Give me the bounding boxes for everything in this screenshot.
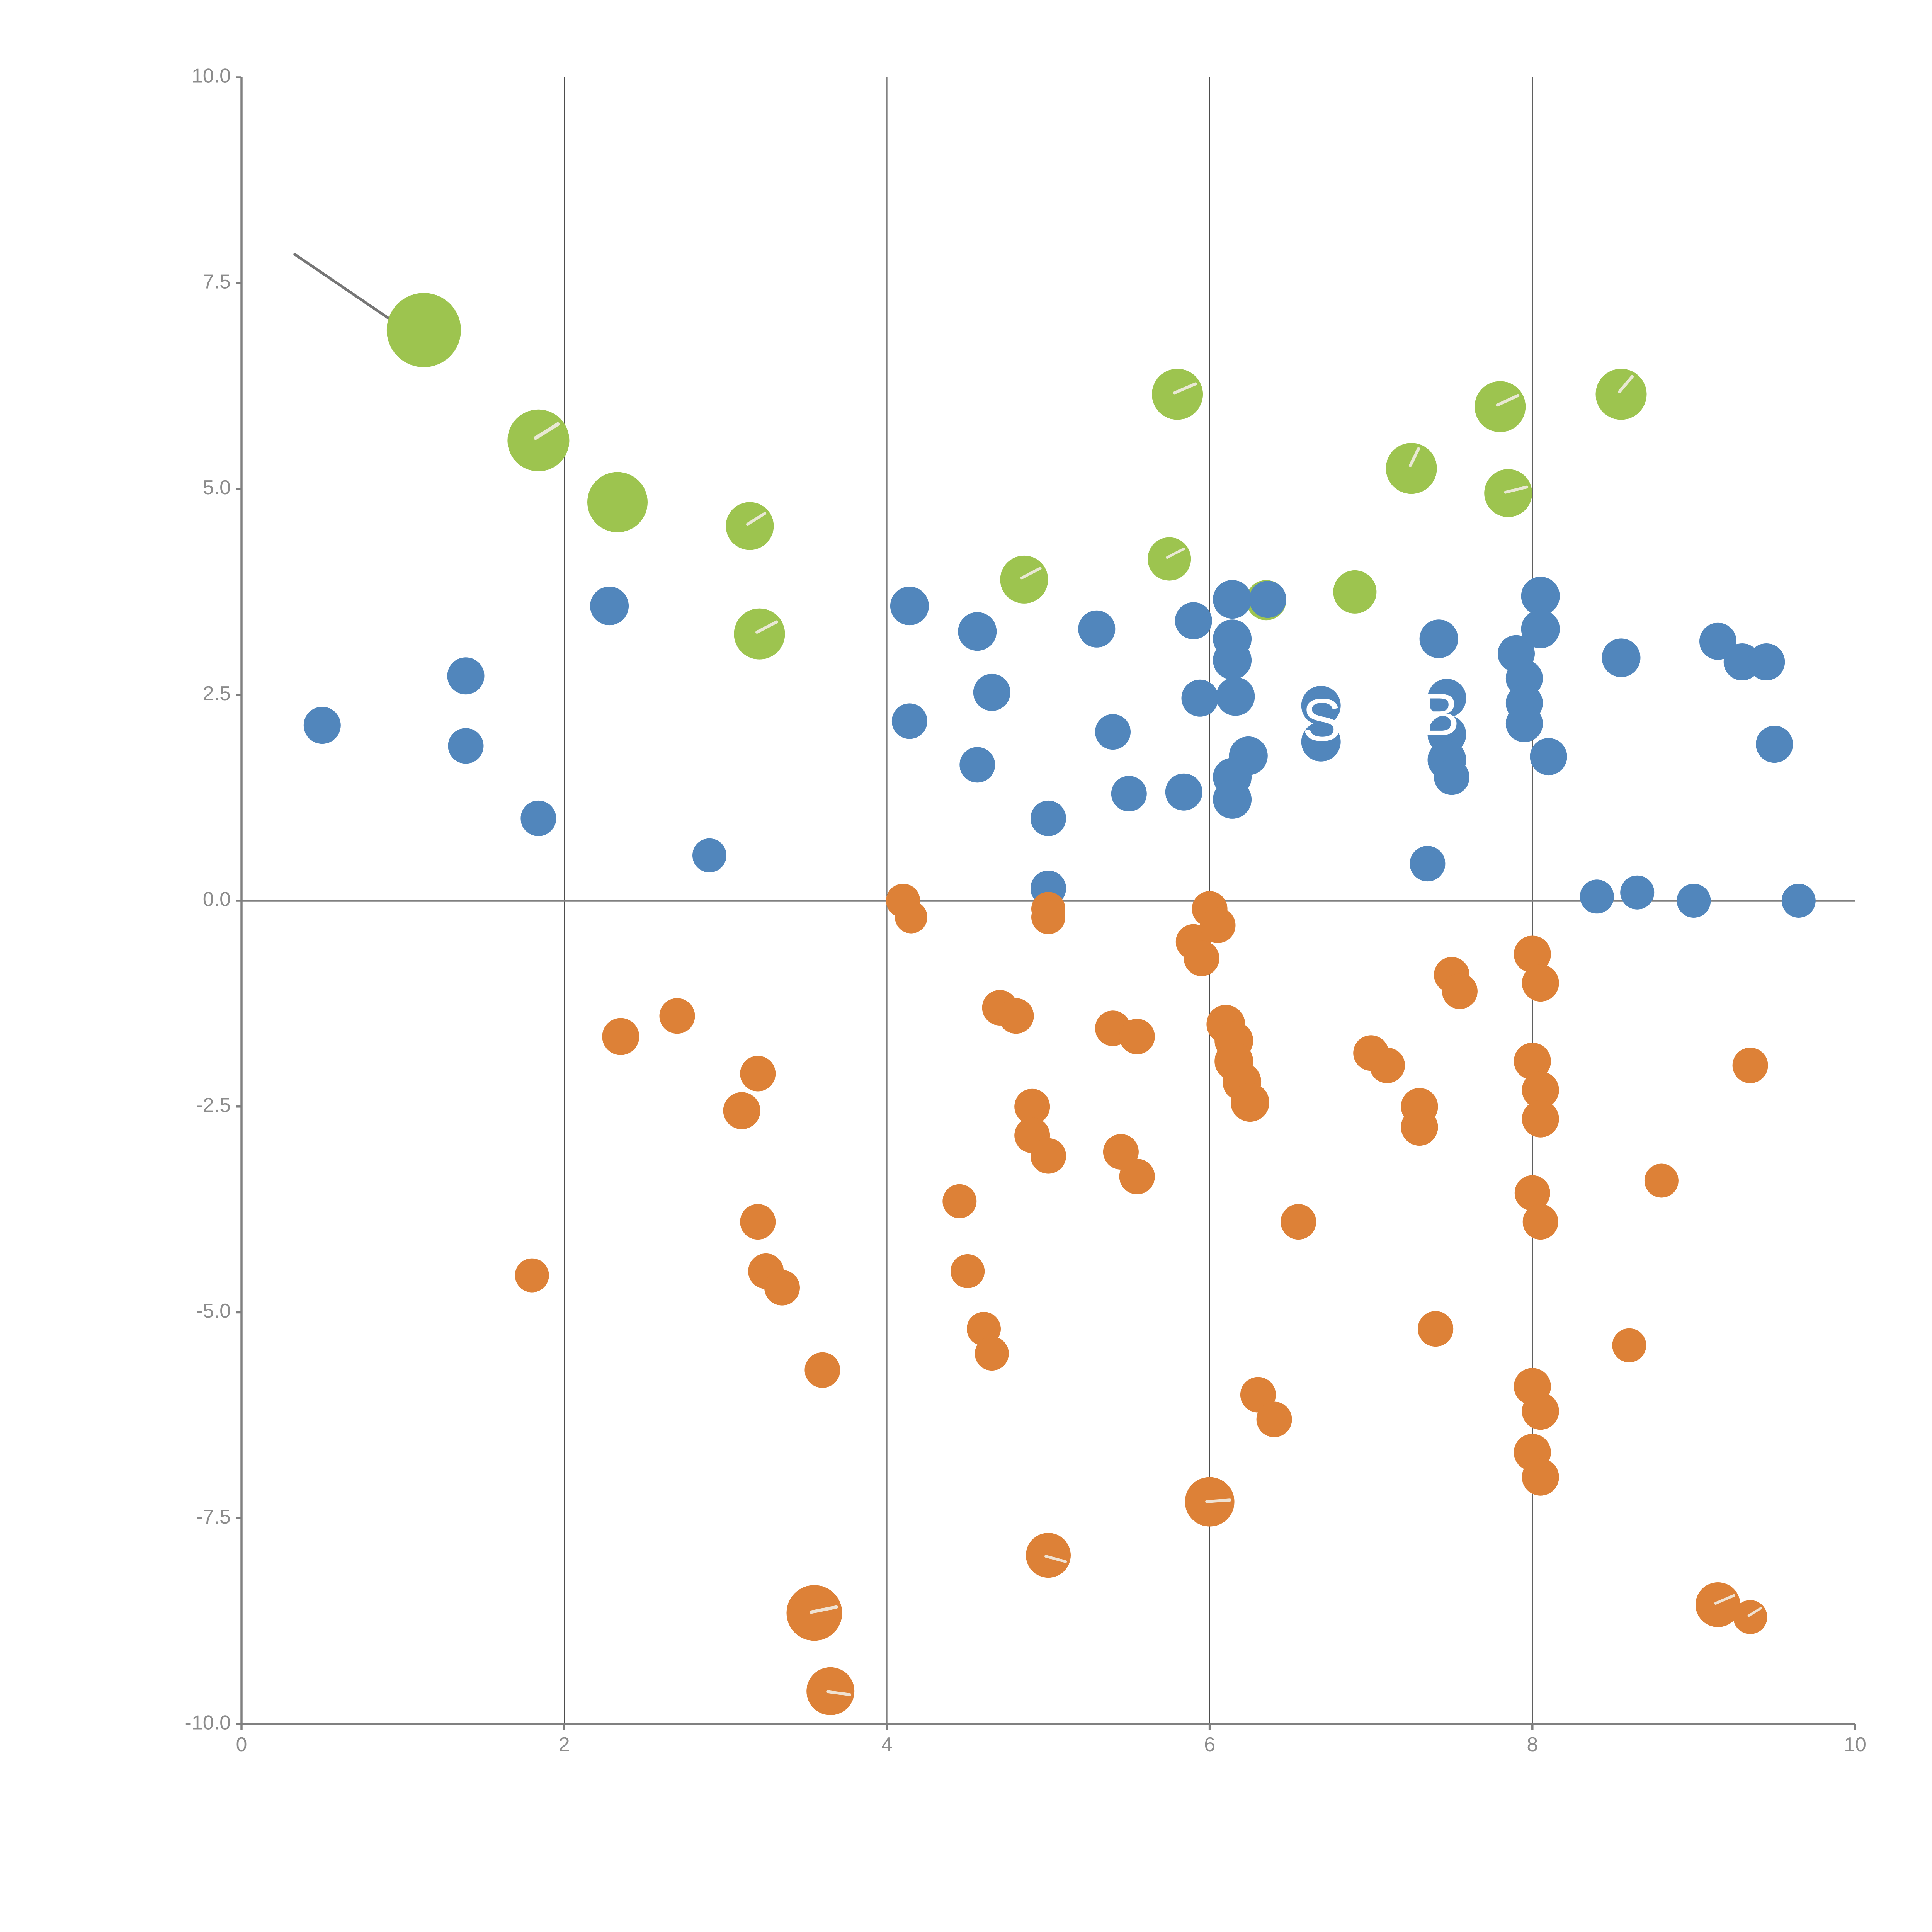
svg-text:0.0: 0.0 (203, 888, 231, 911)
svg-text:0: 0 (236, 1733, 247, 1756)
svg-text:6: 6 (1204, 1733, 1215, 1756)
svg-text:S: S (1302, 687, 1342, 753)
svg-text:7.5: 7.5 (203, 271, 231, 293)
svg-text:5.0: 5.0 (203, 476, 231, 499)
svg-text:10.0: 10.0 (192, 65, 231, 87)
svg-text:4: 4 (881, 1733, 893, 1756)
svg-text:10: 10 (1844, 1733, 1866, 1756)
svg-text:-2.5: -2.5 (196, 1094, 231, 1117)
svg-text:2.5: 2.5 (203, 682, 231, 705)
svg-text:8: 8 (1527, 1733, 1538, 1756)
svg-text:-7.5: -7.5 (196, 1506, 231, 1528)
svg-text:B: B (1420, 681, 1459, 748)
svg-text:2: 2 (559, 1733, 570, 1756)
svg-text:-10.0: -10.0 (185, 1712, 231, 1734)
svg-text:-5.0: -5.0 (196, 1300, 231, 1322)
